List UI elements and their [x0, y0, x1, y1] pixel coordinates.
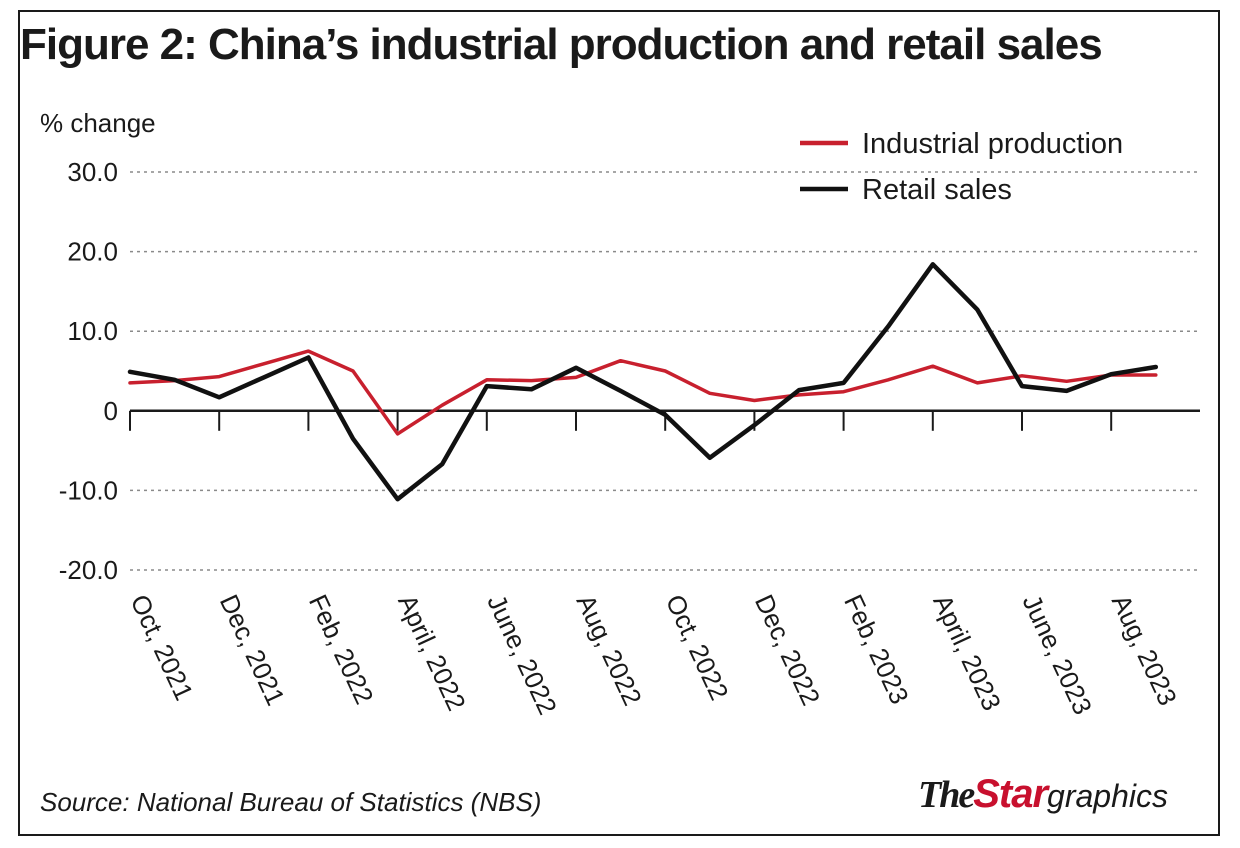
- y-tick-label: 0: [104, 396, 118, 426]
- legend-label: Industrial production: [862, 128, 1123, 160]
- y-tick-label: -20.0: [59, 555, 118, 585]
- brand-star: Star: [973, 772, 1048, 816]
- y-tick-label: 10.0: [67, 316, 118, 346]
- series-line-industrial-production: [128, 349, 1158, 436]
- brand-logo: TheStargraphics: [918, 772, 1168, 817]
- x-axis-tick-labels: Oct, 2021 Dec, 2021 Feb, 2022 April, 2022 Ju…: [125, 590, 1183, 719]
- x-tick-label: April, 2023: [927, 590, 1007, 715]
- series-lines: [127, 262, 1159, 502]
- series-line-retail-sales: [127, 262, 1159, 502]
- y-tick-label: 30.0: [67, 157, 118, 187]
- y-tick-label: 20.0: [67, 237, 118, 267]
- chart-title: Figure 2: China’s industrial production …: [20, 20, 1103, 69]
- x-tick-label: June, 2022: [481, 590, 563, 719]
- x-axis: [129, 409, 1200, 431]
- brand-the: The: [918, 774, 975, 816]
- x-tick-label: April, 2022: [392, 590, 472, 715]
- x-tick-label: Aug, 2022: [571, 590, 648, 710]
- x-tick-label: Feb, 2023: [838, 590, 915, 709]
- x-tick-label: Dec, 2021: [214, 590, 291, 710]
- x-tick-label: Oct, 2022: [660, 590, 735, 705]
- brand-graphics: graphics: [1047, 778, 1168, 814]
- y-tick-label: -10.0: [59, 475, 118, 505]
- y-axis-label: % change: [40, 108, 156, 138]
- gridlines: [130, 171, 1200, 571]
- legend: Industrial production Retail sales: [800, 128, 1123, 206]
- x-tick-label: Aug, 2023: [1106, 590, 1183, 710]
- legend-label: Retail sales: [862, 174, 1012, 206]
- y-axis-ticks: 30.0 20.0 10.0 0 -10.0 -20.0: [59, 157, 118, 585]
- source-note: Source: National Bureau of Statistics (N…: [40, 787, 542, 817]
- x-tick-label: Feb, 2022: [303, 590, 380, 709]
- x-tick-label: June, 2023: [1017, 590, 1099, 719]
- x-tick-label: Oct, 2021: [125, 590, 200, 705]
- x-tick-label: Dec, 2022: [749, 590, 826, 710]
